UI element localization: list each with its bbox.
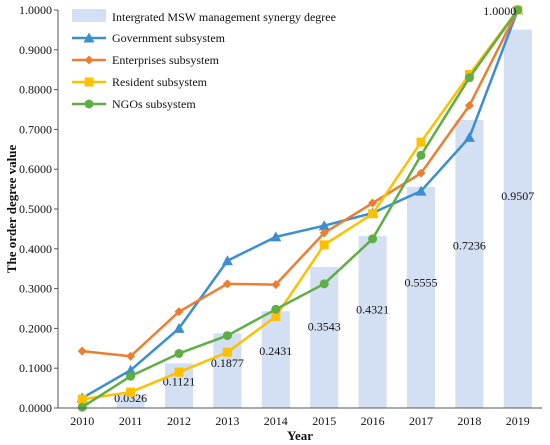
diamond-marker bbox=[368, 198, 378, 208]
triangle-marker bbox=[318, 220, 330, 231]
diamond-marker bbox=[319, 228, 329, 238]
y-tick-label: 0.8000 bbox=[19, 83, 52, 97]
diamond-marker bbox=[416, 168, 426, 178]
bar-value-label: 0.1877 bbox=[211, 356, 244, 370]
series-line-0 bbox=[81, 9, 519, 400]
bar-value-label: 0.5555 bbox=[405, 275, 438, 289]
triangle-marker bbox=[173, 322, 185, 333]
y-tick-label: 0.9000 bbox=[19, 43, 52, 57]
diamond-marker bbox=[271, 280, 281, 290]
x-tick-label: 2016 bbox=[361, 414, 385, 428]
y-tick-label: 0.5000 bbox=[19, 202, 52, 216]
square-marker bbox=[174, 367, 184, 377]
square-marker bbox=[77, 394, 87, 404]
diamond-marker bbox=[464, 101, 474, 111]
bar-2015 bbox=[310, 266, 339, 408]
circle-marker bbox=[513, 5, 523, 15]
y-tick-label: 1.0000 bbox=[19, 3, 52, 17]
square-marker bbox=[368, 209, 378, 219]
circle-marker bbox=[464, 73, 474, 83]
annotation-top-value: 1.0000 bbox=[483, 4, 516, 18]
diamond-marker bbox=[222, 279, 232, 289]
x-tick-label: 2010 bbox=[70, 414, 94, 428]
triangle-marker bbox=[221, 255, 233, 266]
y-tick-label: 0.2000 bbox=[19, 321, 52, 335]
circle-marker bbox=[319, 279, 329, 289]
square-marker bbox=[319, 240, 329, 250]
bar-2011 bbox=[116, 395, 145, 408]
line-series bbox=[76, 4, 524, 412]
bar-2014 bbox=[261, 311, 290, 408]
y-tick-label: 0.3000 bbox=[19, 282, 52, 296]
legend-label: Government subsystem bbox=[112, 31, 226, 45]
x-tick-label: 2013 bbox=[215, 414, 239, 428]
y-tick-label: 0.0000 bbox=[19, 401, 52, 415]
series-line-3 bbox=[81, 9, 519, 409]
series-line-1 bbox=[82, 9, 519, 358]
bar-value-label: 0.4321 bbox=[356, 302, 389, 316]
bar-series bbox=[116, 29, 532, 409]
bar-2019 bbox=[503, 29, 532, 409]
bar-2016 bbox=[358, 236, 387, 408]
bar-value-label: 0.1121 bbox=[163, 374, 196, 388]
circle-marker bbox=[416, 150, 426, 160]
y-axis-title: The order degree value bbox=[4, 145, 19, 274]
legend-label: NGOs subsystem bbox=[112, 97, 196, 111]
triangle-marker bbox=[270, 231, 282, 242]
axes bbox=[54, 9, 542, 409]
x-tick-label: 2011 bbox=[119, 414, 143, 428]
x-tick-label: 2018 bbox=[457, 414, 481, 428]
square-marker bbox=[416, 137, 426, 147]
legend-label: Enterprises subsystem bbox=[112, 53, 220, 67]
legend-label: Intergrated MSW management synergy degre… bbox=[112, 10, 336, 24]
triangle-marker bbox=[83, 32, 95, 43]
circle-marker bbox=[77, 402, 87, 412]
x-tick-label: 2012 bbox=[167, 414, 191, 428]
legend: Intergrated MSW management synergy degre… bbox=[72, 9, 336, 111]
bar-value-label: 0.9507 bbox=[501, 189, 534, 203]
bar-2017 bbox=[406, 186, 436, 408]
x-tick-labels: 2010 2011 2012 2013 2014 2015 2016 2017 2018 2019 bbox=[70, 414, 530, 428]
x-axis-title: Year bbox=[287, 428, 313, 443]
triangle-marker bbox=[463, 131, 475, 142]
x-tick-label: 2017 bbox=[409, 414, 433, 428]
y-tick-label: 0.6000 bbox=[19, 162, 52, 176]
circle-marker bbox=[84, 99, 94, 109]
circle-marker bbox=[271, 304, 281, 314]
y-tick-label: 0.4000 bbox=[19, 242, 52, 256]
circle-marker bbox=[222, 331, 232, 341]
circle-marker bbox=[368, 234, 378, 244]
bar-2018 bbox=[455, 120, 484, 408]
y-tick-label: 0.7000 bbox=[19, 122, 52, 136]
diamond-marker bbox=[84, 55, 94, 65]
square-marker bbox=[271, 311, 281, 321]
circle-marker bbox=[126, 371, 136, 381]
square-marker bbox=[84, 77, 94, 87]
y-tick-label: 0.1000 bbox=[19, 361, 52, 375]
triangle-marker bbox=[415, 185, 427, 196]
x-tick-label: 2019 bbox=[506, 414, 530, 428]
series-line-2 bbox=[82, 9, 519, 401]
x-tick-label: 2015 bbox=[312, 414, 336, 428]
bar-value-label: 0.3543 bbox=[308, 319, 341, 333]
diamond-marker bbox=[174, 307, 184, 317]
circle-marker bbox=[174, 348, 184, 358]
bar-value-label: 0.7236 bbox=[453, 239, 486, 253]
triangle-marker bbox=[125, 364, 137, 375]
square-marker bbox=[126, 387, 136, 397]
legend-label: Resident subsystem bbox=[112, 75, 208, 89]
diamond-marker bbox=[77, 346, 87, 356]
diamond-marker bbox=[126, 351, 136, 361]
x-tick-label: 2014 bbox=[264, 414, 288, 428]
bar-value-label: 0.2431 bbox=[259, 344, 292, 358]
y-tick-labels: 0.0000 0.1000 0.2000 0.3000 0.4000 0.5000 0.60… bbox=[19, 3, 52, 415]
legend-swatch-bar bbox=[72, 9, 106, 22]
square-marker bbox=[222, 347, 232, 357]
